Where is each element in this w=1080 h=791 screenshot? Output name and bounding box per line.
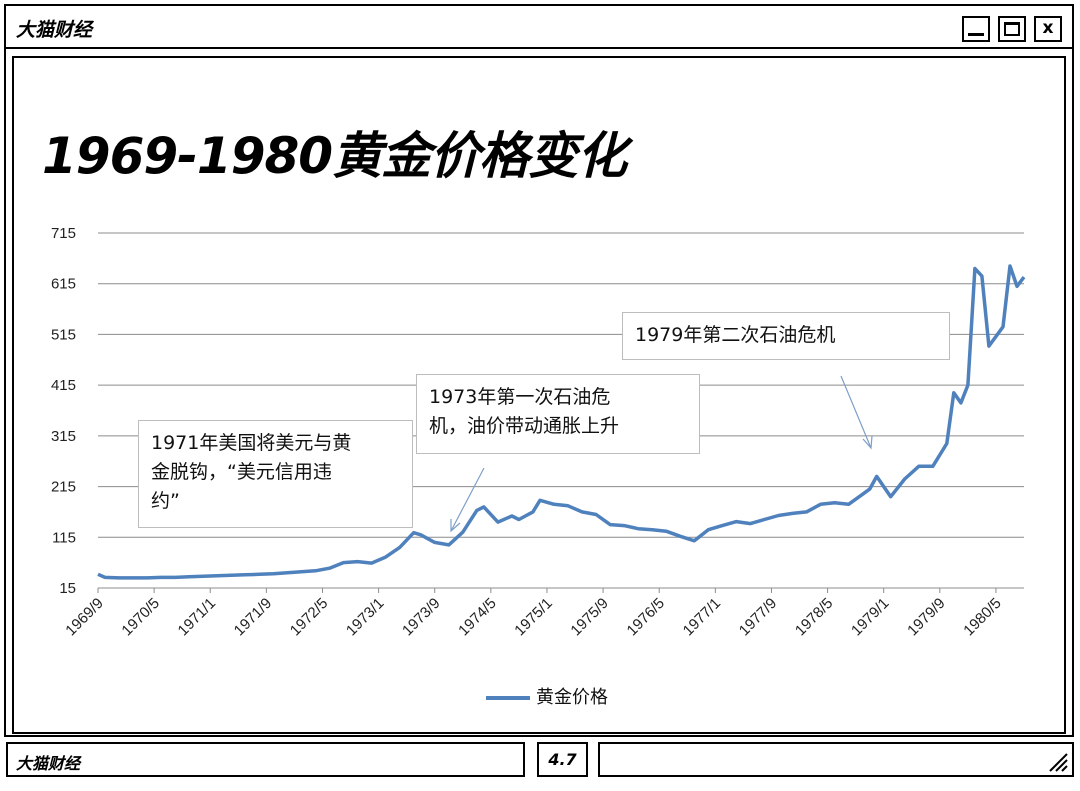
x-tick-label: 1971/9 (231, 595, 275, 639)
arrow-1979 (840, 375, 872, 449)
x-tick-label: 1973/1 (343, 595, 387, 639)
close-button[interactable]: x (1034, 16, 1062, 42)
x-tick-label: 1980/5 (960, 595, 1004, 639)
legend-swatch (486, 696, 530, 700)
x-tick-label: 1975/9 (567, 595, 611, 639)
x-tick-label: 1977/1 (680, 595, 724, 639)
y-tick-label: 315 (51, 428, 76, 445)
x-tick-label: 1971/1 (175, 595, 219, 639)
chart-panel: 1969-1980黄金价格变化 15 115 215 315 415 515 615 715 … (12, 56, 1066, 734)
arrowhead-1979 (862, 435, 873, 450)
x-tick-label: 1975/1 (511, 595, 555, 639)
status-brand: 大猫财经 (16, 754, 81, 773)
y-tick-label: 215 (51, 479, 76, 496)
annotation-1971-line: 1971年美国将美元与黄 (151, 432, 352, 454)
x-tick-label: 1974/5 (455, 595, 499, 639)
maximize-button[interactable] (998, 16, 1026, 42)
x-tick-label: 1973/9 (399, 595, 443, 639)
annotation-1971: 1971年美国将美元与黄 金脱钩，“美元信用违 约” (138, 420, 413, 528)
x-tick-label: 1979/9 (904, 595, 948, 639)
annotation-1971-line: 约” (151, 490, 180, 512)
x-tick-label: 1977/9 (736, 595, 780, 639)
y-tick-label: 715 (51, 225, 76, 242)
x-tick-label: 1979/1 (848, 595, 892, 639)
annotation-1971-line: 金脱钩，“美元信用违 (151, 461, 332, 483)
x-tick-label: 1970/5 (118, 595, 162, 639)
status-version: 4.7 (548, 750, 577, 769)
y-tick-label: 515 (51, 326, 76, 343)
main-window: 大猫财经 x 1969-1980黄金价格变化 15 115 215 315 415 515… (4, 4, 1074, 737)
annotation-arrows (450, 375, 873, 533)
status-box-mid: 4.7 (537, 742, 588, 777)
y-tick-label: 115 (52, 529, 76, 546)
arrowhead-1973 (450, 519, 461, 533)
annotation-1973-line: 1973年第一次石油危 (429, 386, 611, 408)
y-tick-labels: 15 115 215 315 415 515 615 715 (51, 225, 76, 597)
status-box-left: 大猫财经 (6, 742, 525, 777)
y-tick-label: 415 (51, 377, 76, 394)
series-line-gold-price (97, 264, 1026, 580)
x-tick-label: 1976/5 (624, 595, 668, 639)
annotation-1979: 1979年第二次石油危机 (622, 312, 950, 360)
x-tick-label: 1978/5 (792, 595, 836, 639)
arrow-1973 (450, 467, 485, 532)
resize-grip-icon[interactable] (1046, 750, 1068, 772)
x-tick-label: 1969/9 (62, 595, 106, 639)
page-title: 1969-1980黄金价格变化 (42, 127, 627, 185)
status-box-right (598, 742, 1074, 777)
title-bar[interactable]: 大猫财经 x (6, 6, 1072, 49)
app-title: 大猫财经 (16, 19, 93, 41)
annotation-1973: 1973年第一次石油危 机，油价带动通胀上升 (416, 374, 700, 454)
y-tick-label: 615 (51, 276, 76, 293)
x-tick-label: 1972/5 (287, 595, 331, 639)
legend-label: 黄金价格 (536, 687, 608, 708)
x-tick-labels: 1969/9 1970/5 1971/1 1971/9 1972/5 1973/1 1973… (62, 595, 1004, 639)
annotation-1973-line: 机，油价带动通胀上升 (429, 415, 620, 437)
minimize-button[interactable] (962, 16, 990, 42)
y-tick-label: 15 (59, 580, 76, 597)
chart-legend: 黄金价格 (486, 683, 608, 709)
annotation-1979-line: 1979年第二次石油危机 (635, 324, 836, 346)
